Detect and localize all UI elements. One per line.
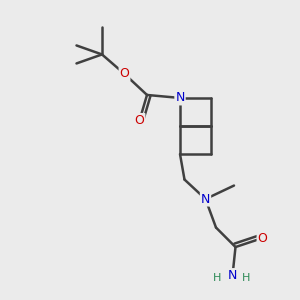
Text: O: O <box>258 232 267 244</box>
Text: N: N <box>201 193 210 206</box>
Text: O: O <box>120 68 129 80</box>
Text: O: O <box>135 114 144 127</box>
Text: N: N <box>175 92 185 104</box>
Text: H: H <box>213 273 222 283</box>
Text: N: N <box>228 269 237 282</box>
Text: H: H <box>242 273 250 283</box>
